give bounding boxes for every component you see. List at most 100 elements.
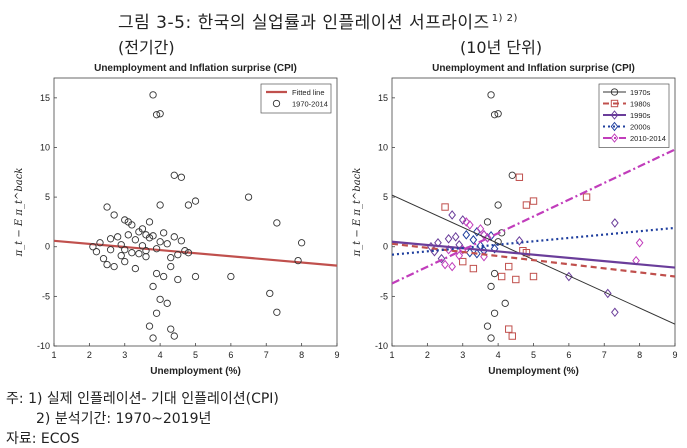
- data-point: [273, 219, 281, 227]
- legend: 1970s 1980s 1990s 2000s 2010-2014: [598, 83, 670, 148]
- data-point: [106, 235, 115, 243]
- x-tick-label: 9: [334, 350, 339, 360]
- data-point: [152, 309, 161, 317]
- y-tick-label: 15: [378, 93, 388, 103]
- data-point: [96, 239, 104, 247]
- data-point: [160, 272, 168, 281]
- data-point: [145, 322, 154, 330]
- data-point: [138, 242, 147, 250]
- legend-marker-swatch: [610, 133, 619, 143]
- x-tick-label: 1: [389, 350, 394, 360]
- data-point: [505, 325, 513, 333]
- data-point: [152, 245, 161, 253]
- note-line-1: 주: 1) 실제 인플레이션- 기대 인플레이션(CPI): [6, 388, 279, 408]
- data-point: [522, 201, 531, 209]
- data-point: [458, 215, 467, 225]
- data-point: [184, 201, 193, 209]
- y-tick-label: -10: [375, 341, 388, 351]
- x-tick-label: 3: [460, 350, 465, 360]
- plot-frame: [53, 77, 338, 347]
- data-point: [191, 272, 200, 281]
- data-point: [227, 272, 235, 281]
- data-point: [611, 218, 619, 228]
- data-point: [174, 275, 182, 284]
- data-point: [487, 91, 495, 99]
- y-axis-label: π_t − E π_t^back: [352, 168, 363, 258]
- data-point: [156, 295, 164, 303]
- data-point: [487, 282, 495, 291]
- plot-content: [392, 91, 675, 342]
- legend: Fitted line 1970-2014: [260, 83, 332, 114]
- data-point: [177, 173, 186, 181]
- data-point: [451, 232, 460, 242]
- y-tick-label: 5: [45, 192, 50, 202]
- data-point: [103, 203, 111, 211]
- note-1-text: 1) 실제 인플레이션- 기대 인플레이션(CPI): [28, 391, 279, 407]
- note-prefix: 주:: [6, 391, 24, 407]
- data-point: [444, 233, 453, 244]
- legend-item: 1970-2014: [272, 100, 328, 109]
- data-point: [444, 244, 453, 255]
- legend-marker-swatch: [610, 99, 619, 108]
- data-point: [152, 111, 161, 119]
- data-point: [110, 262, 118, 271]
- data-point: [149, 91, 157, 99]
- x-axis-label: Unemployment (%): [488, 366, 579, 377]
- data-point: [131, 236, 140, 244]
- legend-item: 2010-2014: [603, 133, 666, 143]
- legend-label: 1980s: [630, 100, 651, 109]
- data-point: [529, 197, 538, 205]
- y-tick-label: 10: [378, 142, 388, 152]
- data-point: [121, 216, 129, 224]
- x-tick-label: 1: [51, 350, 56, 360]
- legend-item: 1990s: [603, 110, 651, 120]
- x-tick-label: 5: [193, 350, 198, 360]
- legend-label: 1970-2014: [292, 100, 328, 109]
- figure-title: 그림 3-5: 한국의 실업률과 인플레이션 서프라이즈 1) 2): [118, 8, 518, 33]
- data-point: [135, 228, 143, 236]
- data-point: [465, 247, 474, 258]
- data-point: [142, 253, 150, 261]
- data-point: [497, 272, 506, 281]
- data-point: [89, 243, 97, 251]
- data-point: [273, 308, 281, 316]
- y-tick-label: -5: [42, 291, 50, 301]
- data-point: [170, 233, 178, 241]
- plot-content: [54, 91, 337, 342]
- data-point: [184, 249, 193, 257]
- data-point: [106, 246, 115, 254]
- x-tick-label: 8: [299, 350, 304, 360]
- data-point: [490, 243, 499, 254]
- legend-item: Fitted line: [266, 88, 325, 97]
- right-panel-subtitle: (10년 단위): [460, 38, 543, 57]
- data-point: [483, 218, 492, 226]
- plot-area: [53, 77, 338, 347]
- data-point: [469, 264, 478, 273]
- data-point: [515, 235, 524, 246]
- legend-box: [260, 83, 332, 114]
- legend-label: 2000s: [630, 123, 651, 132]
- data-point: [459, 257, 467, 266]
- y-axis-label: π_t − E π_t^back: [14, 168, 25, 258]
- data-point: [448, 210, 456, 220]
- note-2-text: 2) 분석기간: 1970~2019년: [36, 411, 212, 427]
- data-point: [441, 259, 449, 270]
- y-tick-label: -10: [37, 341, 50, 351]
- legend-marker-swatch: [610, 121, 619, 132]
- data-point: [131, 264, 140, 273]
- data-point: [494, 110, 502, 118]
- data-point: [529, 272, 538, 281]
- y-tick-label: -5: [380, 291, 388, 301]
- x-tick-label: 7: [602, 350, 607, 360]
- data-point: [244, 193, 253, 201]
- data-point: [121, 246, 129, 254]
- data-point: [152, 269, 161, 278]
- right-scatter-chart: Unemployment and Inflation surprise (CPI…: [352, 63, 678, 377]
- data-point: [181, 247, 189, 255]
- x-tick-label: 2: [425, 350, 430, 360]
- data-point: [494, 201, 502, 209]
- x-tick-label: 4: [496, 350, 501, 360]
- data-point: [149, 232, 157, 240]
- data-point: [490, 111, 499, 119]
- data-point: [462, 217, 471, 227]
